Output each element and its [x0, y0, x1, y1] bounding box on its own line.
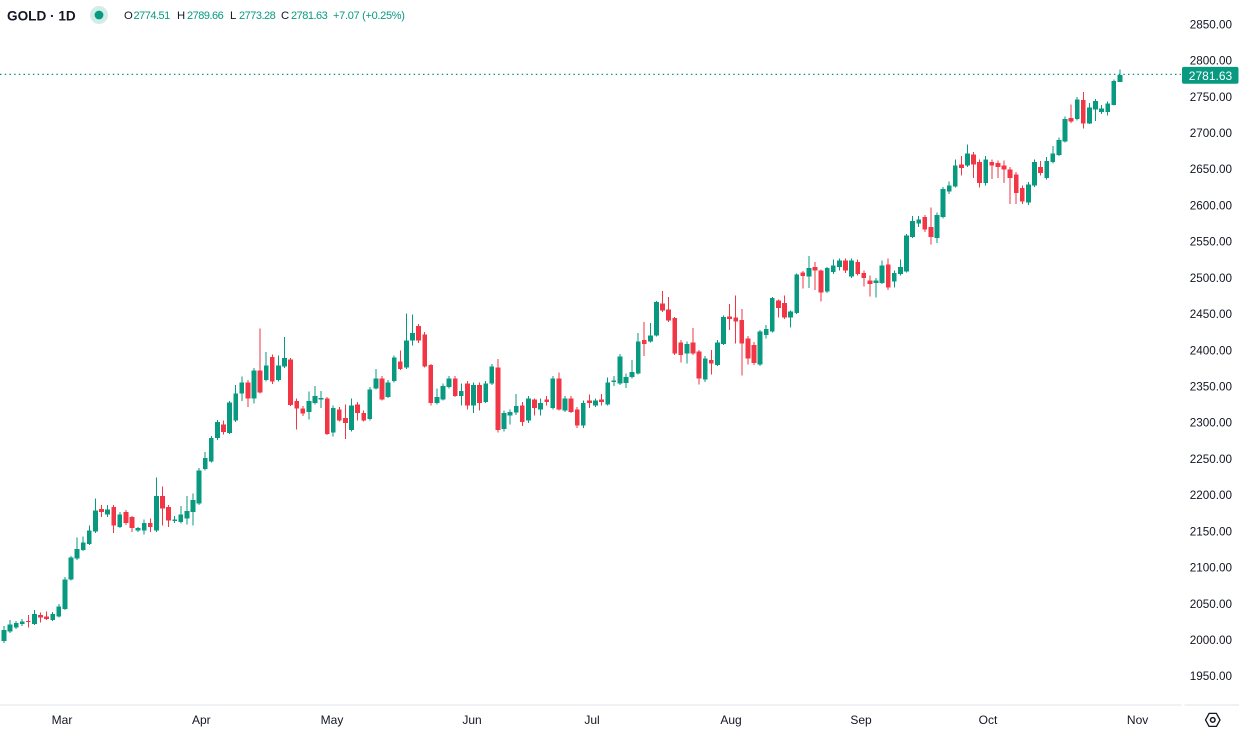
svg-text:2789.66: 2789.66: [187, 10, 224, 22]
svg-text:2800.00: 2800.00: [1190, 55, 1233, 68]
svg-text:2100.00: 2100.00: [1190, 562, 1233, 575]
svg-text:+7.07 (+0.25%): +7.07 (+0.25%): [333, 10, 405, 22]
svg-text:2850.00: 2850.00: [1190, 18, 1233, 31]
svg-text:Apr: Apr: [192, 713, 211, 727]
svg-text:GOLD · 1D: GOLD · 1D: [7, 9, 76, 24]
svg-text:1950.00: 1950.00: [1190, 670, 1233, 683]
svg-text:2750.00: 2750.00: [1190, 91, 1233, 104]
svg-text:Nov: Nov: [1127, 713, 1148, 727]
svg-text:2450.00: 2450.00: [1190, 308, 1233, 321]
svg-text:2050.00: 2050.00: [1190, 598, 1233, 611]
svg-text:2200.00: 2200.00: [1190, 489, 1233, 502]
svg-text:O: O: [124, 10, 133, 22]
svg-text:Jun: Jun: [462, 713, 481, 727]
svg-text:L: L: [230, 10, 236, 22]
svg-text:Oct: Oct: [979, 713, 998, 727]
svg-text:2300.00: 2300.00: [1190, 417, 1233, 430]
svg-text:2700.00: 2700.00: [1190, 127, 1233, 140]
svg-text:May: May: [321, 713, 344, 727]
svg-text:Sep: Sep: [850, 713, 872, 727]
svg-text:Jul: Jul: [584, 713, 599, 727]
svg-text:2600.00: 2600.00: [1190, 199, 1233, 212]
svg-text:2781.63: 2781.63: [1189, 69, 1233, 83]
svg-text:2781.63: 2781.63: [291, 10, 328, 22]
svg-text:C: C: [281, 10, 289, 22]
svg-text:2500.00: 2500.00: [1190, 272, 1233, 285]
svg-text:2650.00: 2650.00: [1190, 163, 1233, 176]
svg-text:2250.00: 2250.00: [1190, 453, 1233, 466]
svg-text:Aug: Aug: [720, 713, 741, 727]
svg-text:2773.28: 2773.28: [239, 10, 276, 22]
svg-text:2774.51: 2774.51: [134, 10, 171, 22]
svg-text:2150.00: 2150.00: [1190, 525, 1233, 538]
svg-text:Mar: Mar: [52, 713, 73, 727]
svg-text:H: H: [177, 10, 185, 22]
svg-text:2550.00: 2550.00: [1190, 236, 1233, 249]
svg-text:2350.00: 2350.00: [1190, 381, 1233, 394]
svg-text:2000.00: 2000.00: [1190, 634, 1233, 647]
svg-text:2400.00: 2400.00: [1190, 344, 1233, 357]
